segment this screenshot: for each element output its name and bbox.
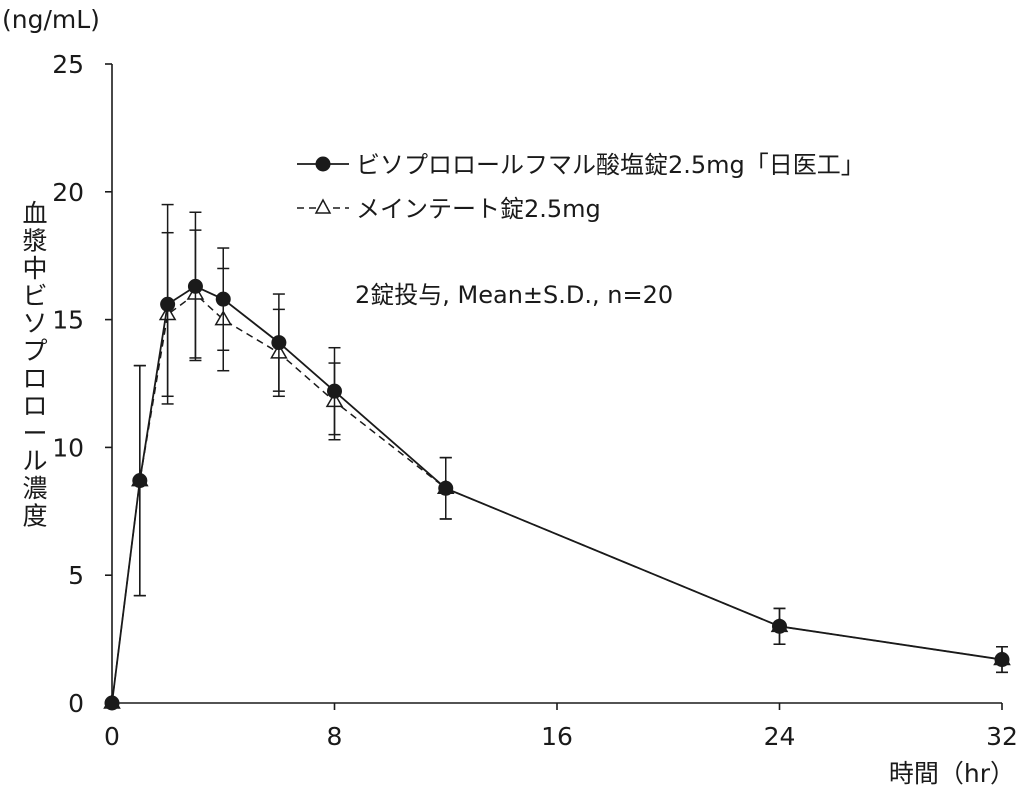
series-a (104, 203, 1010, 711)
x-axis-ticks: 0 8 16 24 32 (104, 703, 1018, 751)
y-axis-title-char: プ (22, 337, 47, 366)
y-axis-title-char: ロ (22, 364, 47, 393)
data-point-circle (327, 383, 342, 399)
series-layer (103, 203, 1011, 711)
y-axis-title-char: 血 (22, 199, 47, 228)
y-axis-title-char: 中 (22, 254, 47, 283)
x-tick-label: 16 (541, 722, 573, 751)
y-axis-unit: (ng/mL) (2, 5, 100, 34)
x-tick-label: 32 (986, 722, 1018, 751)
y-tick-label: 25 (52, 50, 84, 79)
series-line (111, 293, 1003, 704)
data-point-circle (132, 473, 148, 489)
y-axis-title-char: ソ (22, 309, 47, 338)
y-axis-title-char: ル (22, 447, 47, 476)
data-point-circle (104, 695, 120, 711)
y-tick-label: 0 (68, 689, 84, 718)
data-point-circle (215, 291, 231, 307)
data-point-circle (160, 296, 176, 312)
y-axis-title-char: 漿 (22, 227, 47, 256)
data-point-circle (271, 335, 287, 351)
legend-label-series-a: ビソプロロールフマル酸塩錠2.5mg「日医工」 (356, 151, 865, 179)
data-point-circle (772, 618, 787, 634)
y-tick-label: 15 (52, 306, 84, 335)
x-tick-label: 24 (764, 722, 796, 751)
legend: ビソプロロールフマル酸塩錠2.5mg「日医工」 メインテート錠2.5mg (297, 151, 865, 223)
x-axis-title: 時間（hr） (889, 759, 1015, 788)
chart-annotation: 2錠投与, Mean±S.D., n=20 (355, 281, 673, 309)
x-tick-label: 8 (327, 722, 343, 751)
y-axis-ticks: 0 5 10 15 20 25 (52, 50, 112, 718)
y-tick-label: 10 (52, 433, 84, 462)
y-axis-title-char: ビ (22, 282, 47, 311)
y-axis-title-char: ー (22, 419, 47, 448)
y-axis-title-char: 度 (22, 502, 47, 531)
series-line (111, 285, 1003, 704)
legend-marker-circle (315, 156, 331, 172)
legend-entry-series-b: メインテート錠2.5mg (297, 195, 601, 223)
legend-entry-series-a: ビソプロロールフマル酸塩錠2.5mg「日医工」 (297, 151, 865, 179)
data-point-circle (187, 278, 203, 294)
legend-label-series-b: メインテート錠2.5mg (356, 195, 601, 223)
data-point-circle (438, 480, 454, 496)
x-tick-label: 0 (104, 722, 120, 751)
y-axis-title-char: 濃 (22, 474, 47, 503)
legend-marker-triangle (314, 198, 332, 214)
y-tick-label: 5 (68, 561, 84, 590)
y-tick-label: 20 (52, 178, 84, 207)
y-axis-title-char: ロ (22, 392, 47, 421)
data-point-circle (994, 652, 1010, 668)
